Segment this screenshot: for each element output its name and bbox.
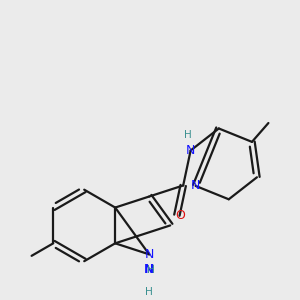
Text: H: H xyxy=(145,287,153,297)
Text: H: H xyxy=(184,130,191,140)
Text: N: N xyxy=(145,248,154,261)
Text: H: H xyxy=(147,266,154,275)
Text: N: N xyxy=(186,144,195,157)
Text: N: N xyxy=(144,263,154,276)
Text: N: N xyxy=(191,179,200,192)
Text: O: O xyxy=(175,209,185,222)
